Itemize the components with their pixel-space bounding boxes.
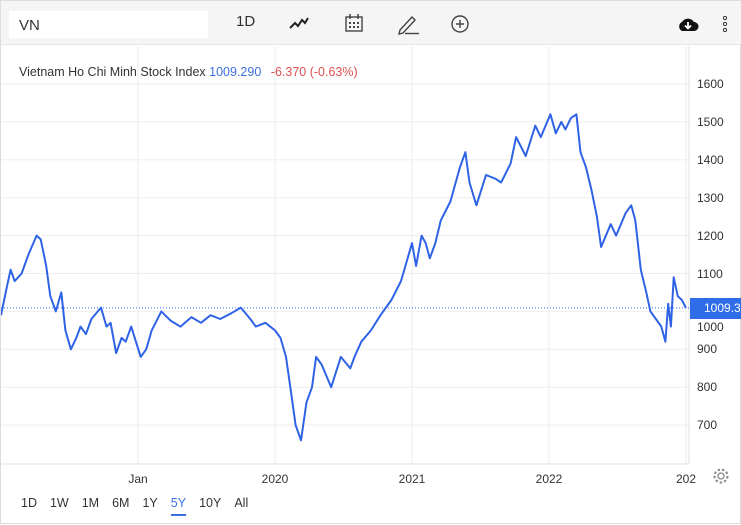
- y-tick-label: 800: [697, 380, 718, 395]
- chart-legend: Vietnam Ho Chi Minh Stock Index 1009.290…: [19, 65, 358, 79]
- y-tick-label: 1400: [697, 152, 724, 167]
- x-tick-label: 2021: [398, 472, 426, 486]
- y-tick-label: 700: [697, 418, 718, 433]
- y-tick-label: 1500: [697, 114, 724, 129]
- x-tick-label: 2020: [261, 472, 289, 486]
- x-tick-label: Jan: [128, 472, 148, 486]
- range-10y[interactable]: 10Y: [199, 496, 222, 510]
- settings-gear-icon[interactable]: [712, 467, 730, 485]
- range-1d[interactable]: 1D: [21, 496, 37, 510]
- index-name: Vietnam Ho Chi Minh Stock Index: [19, 65, 206, 79]
- y-tick-label: 900: [697, 342, 718, 357]
- interval-button[interactable]: 1D: [236, 13, 256, 30]
- line-chart-icon[interactable]: [288, 15, 310, 31]
- range-6m[interactable]: 6M: [112, 496, 130, 510]
- range-1m[interactable]: 1M: [81, 496, 100, 510]
- toolbar: VN 1D: [1, 1, 741, 45]
- draw-pencil-icon[interactable]: [397, 13, 421, 35]
- y-tick-label: 1300: [697, 190, 724, 205]
- cloud-download-icon[interactable]: [677, 15, 699, 33]
- range-selector: 1D 1W 1M 6M 1Y 5Y 10Y All: [21, 496, 261, 516]
- range-1y[interactable]: 1Y: [142, 496, 158, 510]
- calendar-icon[interactable]: [344, 13, 364, 33]
- symbol-input[interactable]: VN: [9, 11, 208, 38]
- series-line-vn-index: [1, 113, 687, 442]
- more-vertical-icon[interactable]: [721, 14, 729, 34]
- x-tick-label: 2022: [535, 472, 563, 486]
- range-1w[interactable]: 1W: [49, 496, 69, 510]
- y-tick-label: 1100: [697, 266, 723, 281]
- x-tick-label: 202: [675, 472, 697, 486]
- y-tick-label: 1600: [697, 77, 724, 91]
- y-tick-label: 1000: [697, 320, 724, 334]
- add-circle-icon[interactable]: [450, 14, 470, 34]
- y-tick-label: 1200: [697, 228, 724, 243]
- last-price: 1009.290: [209, 65, 262, 79]
- range-5y[interactable]: 5Y: [170, 496, 187, 516]
- last-price-label: 1009.3: [690, 298, 741, 319]
- price-change: -6.370 (-0.63%): [270, 65, 358, 79]
- range-all[interactable]: All: [234, 496, 249, 510]
